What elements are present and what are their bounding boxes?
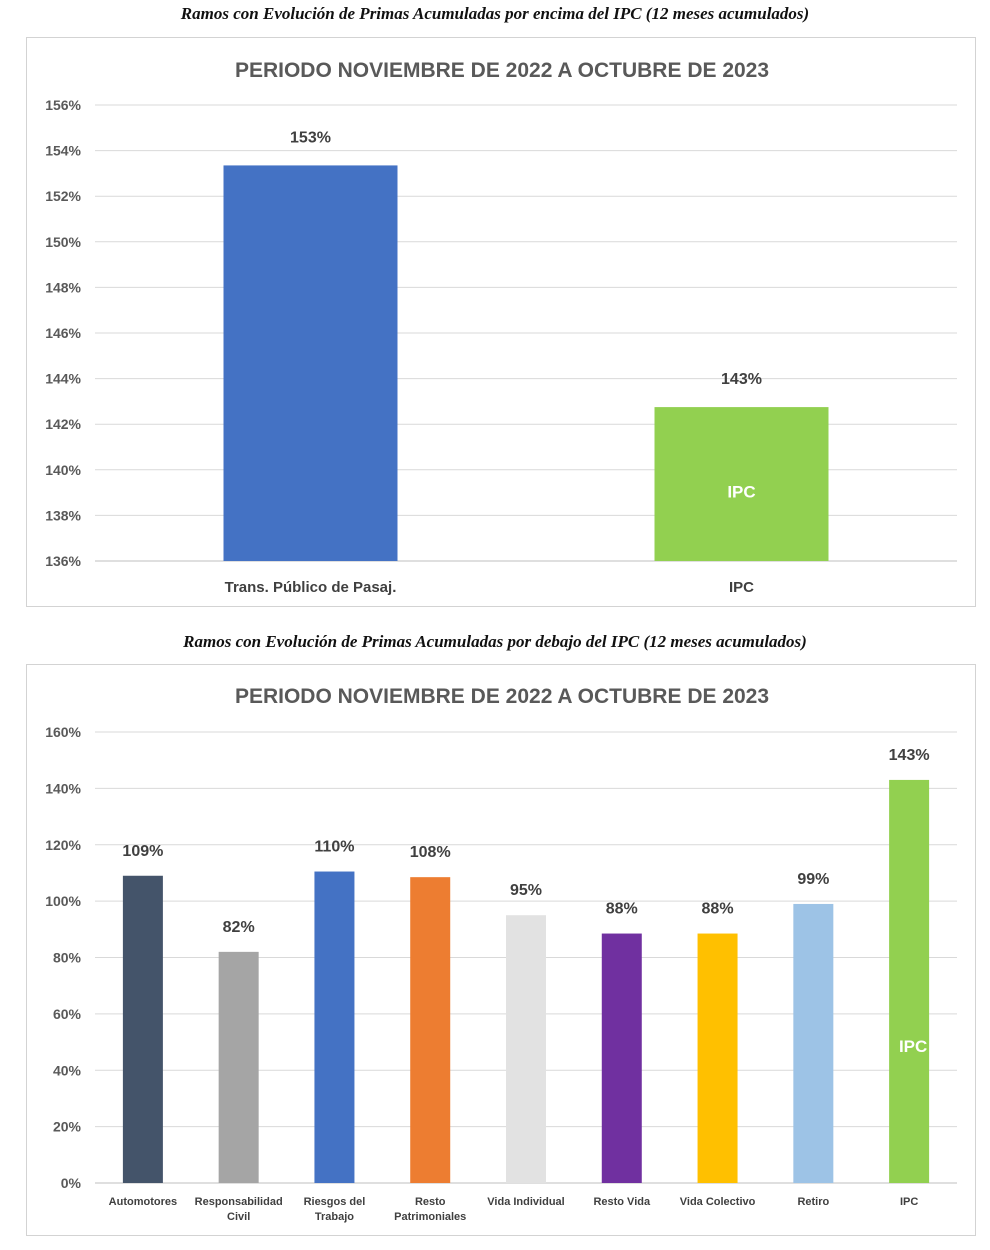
y-tick-label: 140% — [45, 780, 81, 796]
chart-caption-below-ipc: Ramos con Evolución de Primas Acumuladas… — [183, 632, 807, 651]
y-tick-label: 120% — [45, 837, 81, 853]
chart-above-ipc: PERIODO NOVIEMBRE DE 2022 A OCTUBRE DE 2… — [26, 37, 976, 607]
y-tick-label: 146% — [45, 325, 81, 341]
bar-automotores — [122, 875, 163, 1183]
bar-vida-colectivo — [697, 933, 738, 1183]
y-tick-label: 140% — [45, 462, 81, 478]
chart-title: PERIODO NOVIEMBRE DE 2022 A OCTUBRE DE 2… — [235, 59, 769, 82]
y-tick-label: 40% — [53, 1062, 82, 1078]
y-tick-label: 0% — [61, 1175, 82, 1191]
bar-inner-label: IPC — [727, 483, 755, 502]
x-category-label: Trabajo — [315, 1211, 354, 1223]
data-label: 88% — [702, 901, 734, 918]
bar-retiro — [793, 903, 834, 1183]
x-category-label: IPC — [729, 579, 754, 596]
y-tick-label: 152% — [45, 188, 81, 204]
bar-ipc — [889, 779, 930, 1183]
x-category-label: Retiro — [797, 1196, 829, 1208]
data-label: 108% — [410, 844, 451, 861]
bar-inner-label: IPC — [899, 1037, 927, 1056]
bar-resto-vida — [601, 933, 642, 1183]
data-label: 143% — [721, 371, 762, 388]
x-category-label: IPC — [900, 1196, 918, 1208]
data-label: 88% — [606, 901, 638, 918]
y-tick-label: 156% — [45, 97, 81, 113]
bar-trans-p-blico-de-pasaj- — [223, 165, 398, 562]
y-tick-label: 150% — [45, 234, 81, 250]
x-category-label: Trans. Público de Pasaj. — [225, 579, 397, 596]
chart-below-ipc: PERIODO NOVIEMBRE DE 2022 A OCTUBRE DE 2… — [26, 664, 976, 1236]
bar-riesgos-del-trabajo — [314, 871, 355, 1183]
bar-ipc — [654, 407, 829, 561]
x-category-label: Patrimoniales — [394, 1211, 466, 1223]
chart-title: PERIODO NOVIEMBRE DE 2022 A OCTUBRE DE 2… — [235, 685, 769, 708]
bar-resto-patrimoniales — [410, 877, 451, 1183]
chart-caption-above-ipc: Ramos con Evolución de Primas Acumuladas… — [180, 4, 810, 23]
chart-below-ipc-svg: PERIODO NOVIEMBRE DE 2022 A OCTUBRE DE 2… — [45, 685, 957, 1223]
y-tick-label: 20% — [53, 1119, 82, 1135]
x-category-label: Automotores — [109, 1196, 177, 1208]
x-category-label: Resto Vida — [593, 1196, 651, 1208]
chart-above-ipc-svg: PERIODO NOVIEMBRE DE 2022 A OCTUBRE DE 2… — [45, 59, 957, 596]
x-category-label: Responsabilidad — [195, 1196, 283, 1208]
data-label: 95% — [510, 882, 542, 899]
y-tick-label: 144% — [45, 371, 81, 387]
y-tick-label: 138% — [45, 507, 81, 523]
y-tick-label: 160% — [45, 724, 81, 740]
x-category-label: Vida Individual — [487, 1196, 564, 1208]
y-tick-label: 100% — [45, 893, 81, 909]
data-label: 99% — [797, 871, 829, 888]
x-category-label: Vida Colectivo — [680, 1196, 756, 1208]
bar-responsabilidad-civil — [218, 951, 259, 1183]
y-tick-label: 80% — [53, 950, 82, 966]
y-tick-label: 142% — [45, 416, 81, 432]
y-tick-label: 154% — [45, 143, 81, 159]
data-label: 82% — [223, 919, 255, 936]
data-label: 143% — [889, 747, 930, 764]
x-category-label: Civil — [227, 1211, 250, 1223]
x-category-label: Resto — [415, 1196, 446, 1208]
y-tick-label: 60% — [53, 1006, 82, 1022]
y-tick-label: 136% — [45, 553, 81, 569]
data-label: 153% — [290, 129, 331, 146]
x-category-label: Riesgos del — [304, 1196, 366, 1208]
data-label: 109% — [122, 843, 163, 860]
y-tick-label: 148% — [45, 279, 81, 295]
bar-vida-individual — [506, 915, 546, 1183]
data-label: 110% — [314, 839, 354, 856]
